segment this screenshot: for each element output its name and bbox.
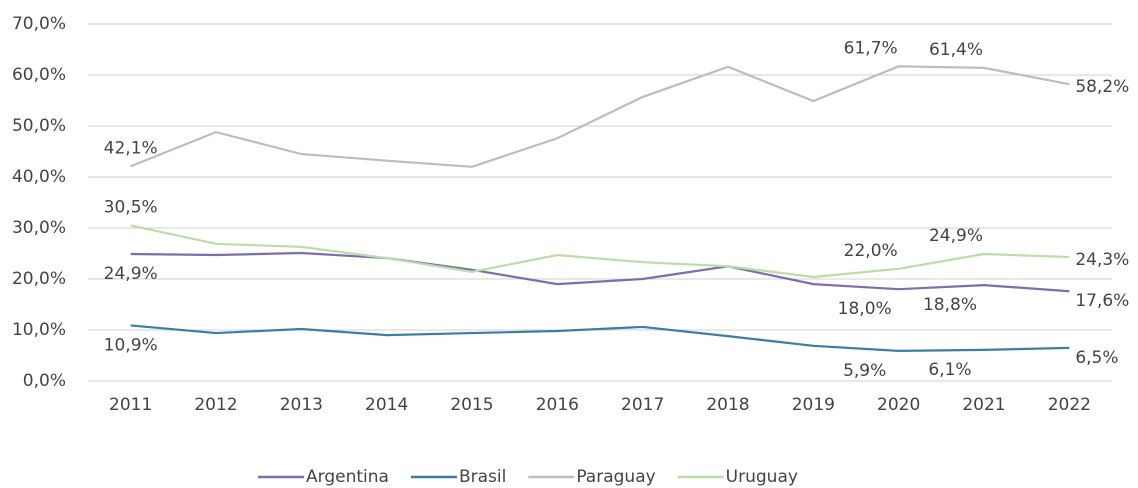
x-tick-label: 2015 [450,395,493,415]
y-tick-label: 60,0% [12,65,66,85]
x-tick-label: 2012 [194,395,237,415]
x-tick-label: 2016 [536,395,579,415]
y-tick-label: 20,0% [12,269,66,289]
x-tick-label: 2019 [792,395,835,415]
legend-label: Argentina [306,467,389,487]
data-label: 24,3% [1075,250,1129,270]
data-label: 18,0% [838,299,892,319]
data-label: 17,6% [1075,291,1129,311]
y-tick-label: 10,0% [12,320,66,340]
x-tick-label: 2018 [706,395,749,415]
series-line [130,251,1070,293]
y-tick-label: 30,0% [12,218,66,238]
data-label: 61,4% [929,40,983,60]
series-line [130,65,1070,168]
y-tick-label: 50,0% [12,116,66,136]
data-label: 22,0% [844,241,898,261]
legend-label: Paraguay [576,467,655,487]
data-label: 6,5% [1075,348,1118,368]
data-label: 42,1% [104,138,158,158]
x-tick-label: 2017 [621,395,664,415]
x-tick-label: 2014 [365,395,408,415]
y-tick-label: 0,0% [23,371,66,391]
x-tick-label: 2013 [280,395,323,415]
data-label: 58,2% [1075,77,1129,97]
data-label: 61,7% [844,38,898,58]
y-tick-label: 70,0% [12,14,66,34]
data-label: 18,8% [923,295,977,315]
x-tick-label: 2011 [109,395,152,415]
legend-label: Uruguay [726,467,798,487]
data-label: 24,9% [104,264,158,284]
series-line [130,224,1070,279]
data-label: 30,5% [104,197,158,217]
data-label: 24,9% [929,226,983,246]
x-tick-label: 2020 [877,395,920,415]
x-tick-label: 2021 [962,395,1005,415]
x-tick-label: 2022 [1048,395,1091,415]
data-label: 5,9% [843,361,886,381]
data-label: 10,9% [104,335,158,355]
y-tick-label: 40,0% [12,167,66,187]
series-line [130,324,1070,353]
legend-label: Brasil [459,467,506,487]
data-label: 6,1% [928,360,971,380]
